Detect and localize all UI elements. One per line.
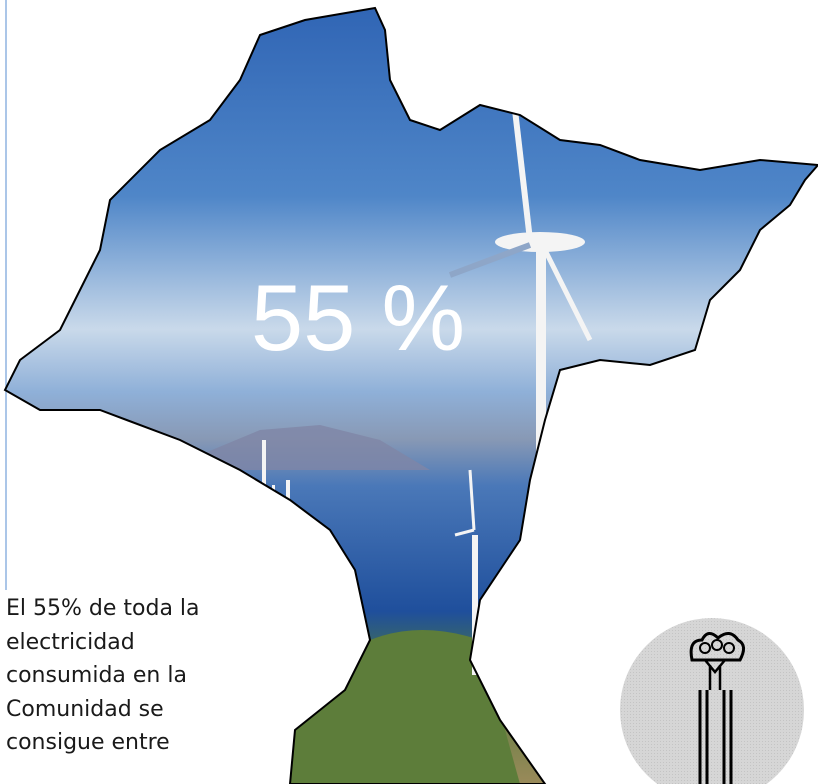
slide: {"headline": "55 %", "body": {"lines": […: [0, 0, 818, 784]
body-line: Comunidad se: [6, 693, 200, 727]
body-line: consumida en la: [6, 659, 200, 693]
body-text: El 55% de toda la electricidad consumida…: [6, 592, 200, 760]
body-line: El 55% de toda la: [6, 592, 200, 626]
body-line: consigue entre: [6, 726, 200, 760]
body-line: electricidad: [6, 626, 200, 660]
lightbulb-icon: [620, 618, 804, 784]
headline: 55 %: [251, 265, 465, 370]
